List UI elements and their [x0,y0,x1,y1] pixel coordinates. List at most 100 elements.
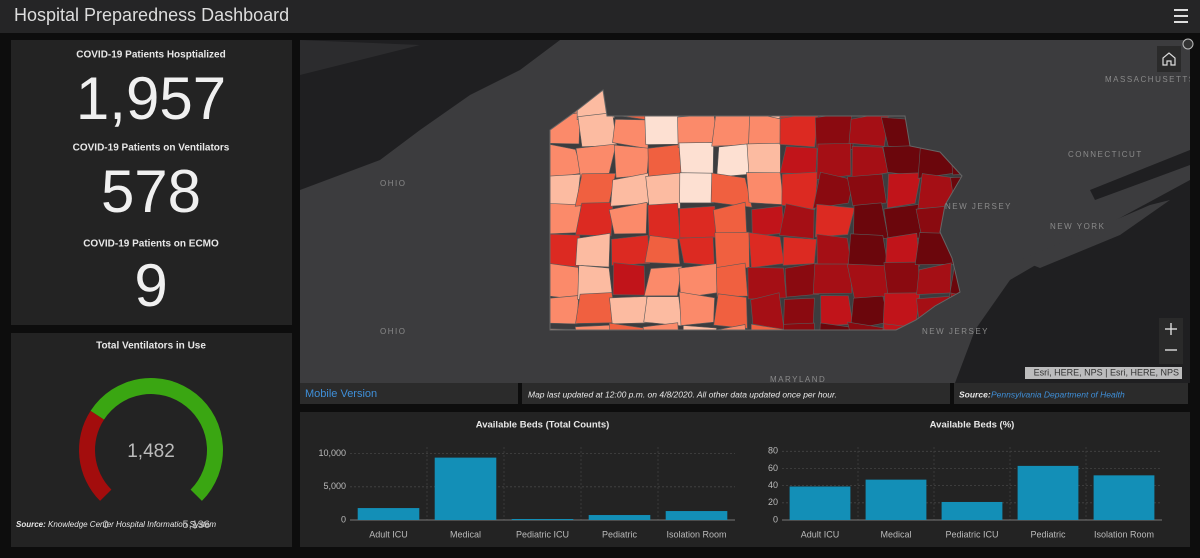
source-link[interactable]: Pennsylvania Department of Health [991,389,1125,399]
x-tick-label: Isolation Room [666,529,726,539]
gauge-title: Total Ventilators in Use [96,341,206,352]
county [812,263,853,295]
county [643,296,683,327]
county [550,295,579,325]
county [679,172,714,204]
bar [357,508,420,520]
gauge-value [79,410,112,501]
county [678,291,715,326]
indicator-panel [11,40,292,325]
county [886,172,922,209]
county [847,321,887,330]
county [746,142,781,176]
county [782,236,817,266]
county [781,171,819,210]
indicator-label: COVID-19 Patients on Ventilators [73,143,230,154]
county [885,232,920,270]
bar [1093,475,1155,520]
county [575,202,614,237]
x-tick-label: Adult ICU [369,529,408,539]
county [751,205,785,237]
county [611,234,650,266]
x-tick-label: Pediatric ICU [516,529,569,539]
county [820,295,854,327]
map-label: MARYLAND [770,375,826,384]
county [642,322,680,330]
county [846,173,887,207]
county [816,143,852,180]
county [750,323,785,330]
menu-icon[interactable] [1174,9,1188,23]
county [816,233,852,268]
county [682,325,717,330]
county [678,236,715,267]
attribution-box [1025,367,1182,379]
county [747,266,787,300]
bar [665,511,728,520]
footer-cell [300,383,518,404]
y-tick-label: 40 [768,480,778,490]
county [679,205,719,239]
gauge-source: Knowledge Center Hospital Information Sy… [48,520,216,529]
sound [1090,150,1190,200]
county [608,201,648,235]
lake [300,40,420,75]
indicator-value: 1,957 [76,65,226,132]
county [818,322,854,330]
x-tick-label: Pediatric ICU [945,529,998,539]
gauge-track [90,377,224,501]
county [784,262,820,298]
indicator-label: COVID-19 Patients Hosptialized [76,50,225,61]
county [574,324,614,330]
x-tick-label: Medical [450,529,481,539]
county [783,297,815,326]
county [812,171,855,209]
mobile-link[interactable]: Mobile Version [305,388,377,400]
county [815,204,855,238]
county [575,292,617,324]
county [613,144,650,179]
map-label: NEW YORK [1050,222,1105,231]
gauge-tick-label: 0 [103,519,109,531]
footer-cell [954,383,1188,404]
county [550,328,584,330]
gauge-tick-label: 5,136 [182,519,210,531]
gauge-panel [11,333,292,547]
map-label: OHIO [380,179,406,188]
expand-button[interactable] [1182,38,1194,50]
map-label: MASSACHUSETTS [1105,75,1196,84]
island [1020,200,1170,268]
county [643,265,683,297]
ocean [955,180,1190,383]
bar [941,501,1003,520]
x-tick-label: Pediatric [602,529,638,539]
county [851,145,889,179]
source-label: Source: [959,389,991,399]
home-button[interactable] [1157,46,1181,72]
county [716,262,748,297]
x-tick-label: Adult ICU [801,529,840,539]
county [575,232,611,268]
county [847,233,889,269]
y-tick-label: 80 [768,446,778,456]
indicator-label: COVID-19 Patients on ECMO [83,239,219,250]
zoom-in[interactable] [1165,323,1177,335]
footer-cell [522,383,950,404]
county [710,172,753,208]
y-tick-label: 20 [768,497,778,507]
state-outline [549,89,963,331]
lake [300,40,560,190]
chart-title: Available Beds (%) [930,420,1015,431]
county [746,172,785,205]
charts: Available Beds (Total Counts) 0 5,000 10,00… [318,420,1162,539]
county [647,202,681,240]
map-label: CONNECTICUT [1068,150,1143,159]
county [779,146,818,175]
county [612,262,646,296]
y-tick-label: 10,000 [318,448,346,458]
indicator-value: 578 [101,158,201,225]
county [846,263,889,300]
county [577,112,618,148]
county [711,112,751,147]
